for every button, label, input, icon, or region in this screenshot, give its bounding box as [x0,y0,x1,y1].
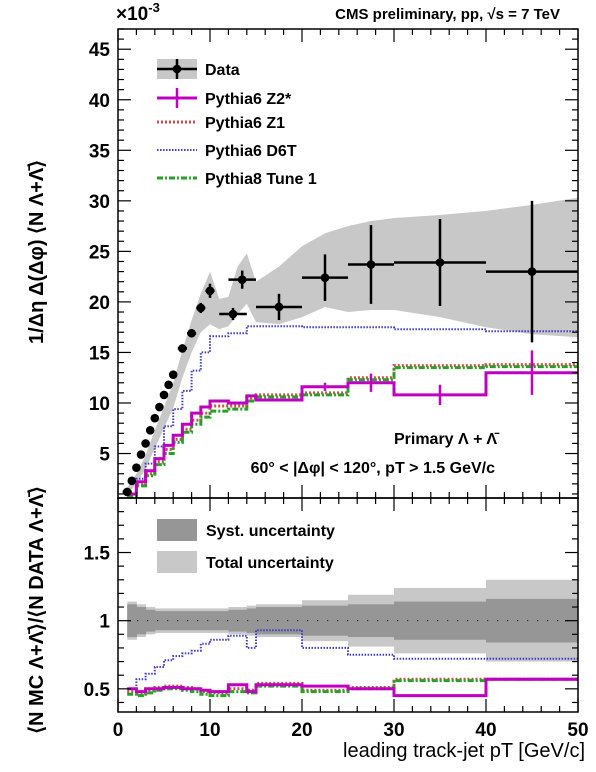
syst-uncertainty-bin [127,604,137,638]
y-tick-label: 40 [89,91,110,112]
y-tick-label: 5 [99,445,110,466]
top-axes: 5 10 15 20 25 30 35 40 45 [89,28,579,499]
legend-entry-pythia8-tune-1: Pythia8 Tune 1 [157,171,317,188]
data-point [141,439,150,448]
x-tick-label: 40 [475,720,496,741]
ratio-histograms [127,629,578,698]
data-point [177,344,187,353]
data-point [348,225,394,304]
data-total-uncertainty-band [127,197,578,496]
legend-label: Total uncertainty [206,555,334,572]
top-legend: Data Pythia6 Z2* Pythia6 Z1 Pythia6 D6T Pyth… [157,59,317,188]
bottom-y-axis-title: ⟨N MC Λ+Λ̄⟩/⟨N DATA Λ+Λ̄⟩ [26,486,48,734]
y-tick-label: 1 [99,612,110,633]
exponent-multiplier: ×10-3 [116,0,160,25]
syst-uncertainty-bin [200,611,211,631]
top-y-axis-title: 1/Δη Δ(Δφ) ⟨N Λ+Λ̄⟩ [26,160,48,344]
x-tick-label: 10 [199,720,220,741]
data-point [228,270,256,289]
top-panel: 5 10 15 20 25 30 35 40 45 Data Pythia6 Z2* Pythia6… [89,28,579,499]
bottom-panel: 0.5 1 1.5 0 10 20 30 40 50 Syst. uncertainty Tota… [84,497,589,741]
species-label: Primary Λ + Λ̄ [394,431,500,448]
panel-frame [117,497,579,713]
ratio-hist-pythia6-d6t [127,629,578,690]
x-tick-label: 20 [291,720,312,741]
total-uncertainty-band [127,197,578,496]
syst-uncertainty-bin [154,611,165,631]
data-point [159,390,169,400]
y-tick-label: 45 [89,40,111,61]
bottom-axes: 0.5 1 1.5 0 10 20 30 40 50 [84,497,589,741]
top-hist-pythia6-z2 [127,371,578,496]
legend-entry-pythia6-d6t: Pythia6 D6T [157,143,297,160]
x-axis-title: leading track-jet pT [GeV/c] [343,740,585,762]
x-tick-label: 50 [567,720,588,741]
data-point [127,476,137,486]
data-point [122,487,132,497]
legend-label: Pythia6 D6T [205,143,297,160]
y-tick-label: 30 [89,192,110,213]
data-point [164,380,173,390]
syst-uncertainty-bin [246,608,257,633]
y-tick-label: 20 [89,293,110,314]
z2star-points [323,350,534,406]
y-tick-label: 25 [89,242,111,263]
mc-histograms [127,325,578,498]
legend-label: Pythia6 Z1 [205,115,285,132]
syst-uncertainty-bin [191,611,202,631]
data-point [302,254,348,301]
x-tick-label: 0 [113,720,124,741]
syst-uncertainty-bin [486,598,579,643]
data-points [122,200,578,497]
syst-uncertainty-bin [164,611,174,631]
y-tick-label: 15 [89,343,111,364]
data-point [150,413,160,423]
legend-entry-pythia6-z1: Pythia6 Z1 [157,115,285,132]
data-point [394,219,486,306]
cuts-label: 60° < |Δφ| < 120°, pT > 1.5 GeV/c [251,460,495,477]
data-point [219,307,247,321]
data-point [187,328,197,338]
syst-uncertainty-bin [348,604,395,638]
data-point [205,283,215,298]
ratio-hist-pythia6-z1 [127,677,578,696]
legend-label: Data [205,62,240,79]
data-point [196,302,206,314]
legend-entry-pythia6-z2: Pythia6 Z2* [157,88,292,108]
ratio-uncertainty-bands [127,579,579,662]
legend-label: Syst. uncertainty [206,523,335,540]
bottom-legend: Syst. uncertainty Total uncertainty [157,519,335,573]
y-tick-label: 0.5 [84,680,111,701]
data-point [155,402,164,412]
syst-uncertainty-bin [302,605,349,636]
ratio-hist-pythia6-z2 [127,677,578,698]
data-point [168,370,178,379]
y-tick-label: 35 [89,141,111,162]
figure-title: CMS preliminary, pp, √s = 7 TeV [335,6,560,23]
legend-label: Pythia6 Z2* [205,91,292,108]
legend-entry-total-uncertainty: Total uncertainty [157,551,334,573]
data-point [136,450,146,459]
data-point [486,200,578,343]
syst-uncertainty-bin [210,611,229,631]
data-point [132,463,141,472]
y-tick-label: 1.5 [84,544,111,565]
data-point [256,293,302,321]
syst-uncertainty-bin [136,607,147,635]
syst-uncertainty-bin [394,601,487,640]
legend-entry-syst-uncertainty: Syst. uncertainty [157,519,335,541]
data-point [145,425,155,435]
syst-uncertainty-bin [145,609,156,632]
legend-entry-data: Data [157,59,240,79]
legend-label: Pythia8 Tune 1 [205,171,317,188]
x-tick-label: 30 [383,720,404,741]
y-tick-label: 10 [89,394,110,415]
